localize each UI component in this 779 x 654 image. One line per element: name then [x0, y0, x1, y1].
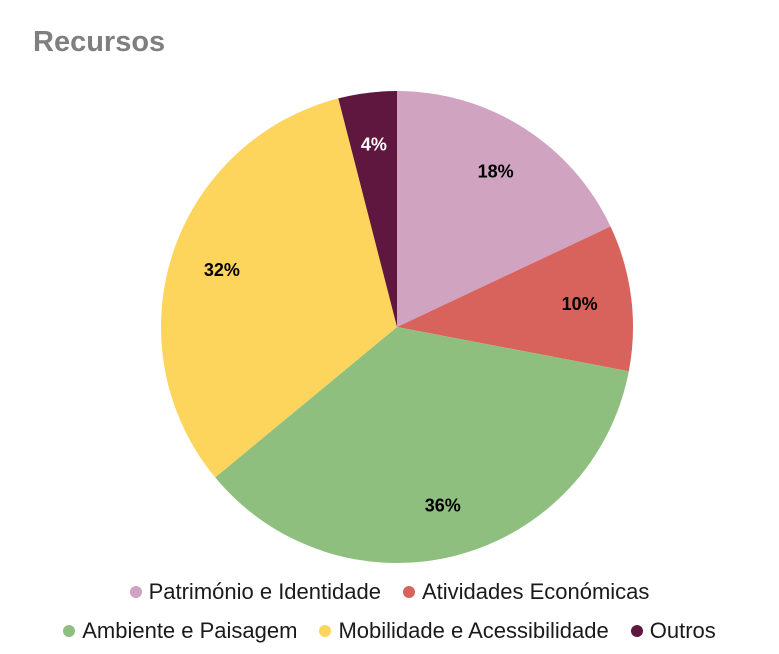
legend-label: Ambiente e Paisagem [82, 617, 298, 643]
pie-slice-2 [397, 226, 633, 372]
pie-slice-4 [160, 98, 397, 478]
legend-swatch-icon [402, 585, 415, 598]
legend-swatch-icon [319, 624, 332, 637]
legend-item: Outros [630, 617, 716, 644]
legend-row: Património e Identidade Atividades Económ… [0, 572, 779, 611]
legend-label: Património e Identidade [148, 578, 381, 604]
pie-slice-value-label: 18% [478, 162, 514, 182]
chart-legend: Património e Identidade Atividades Económ… [0, 572, 779, 650]
legend-item: Mobilidade e Acessibilidade [319, 617, 609, 644]
legend-label: Mobilidade e Acessibilidade [338, 617, 609, 643]
legend-item: Património e Identidade [129, 578, 381, 605]
legend-swatch-icon [630, 624, 643, 637]
pie-slice-value-label: 4% [361, 134, 387, 154]
legend-swatch-icon [129, 585, 142, 598]
legend-swatch-icon [63, 624, 76, 637]
pie-slice-1 [397, 91, 611, 327]
chart-title: Recursos [33, 26, 166, 58]
legend-label: Atividades Económicas [421, 578, 650, 604]
pie-slice-value-label: 36% [425, 495, 461, 515]
legend-label: Outros [649, 617, 716, 643]
legend-item: Atividades Económicas [402, 578, 650, 605]
pie-slice-3 [215, 327, 629, 563]
pie-slice-5 [338, 91, 397, 327]
legend-item: Ambiente e Paisagem [63, 618, 297, 644]
pie-slice-value-label: 10% [562, 294, 598, 314]
pie-slice-value-label: 32% [204, 260, 240, 280]
legend-row: Ambiente e Paisagem Mobilidade e Acessibi… [0, 611, 779, 650]
